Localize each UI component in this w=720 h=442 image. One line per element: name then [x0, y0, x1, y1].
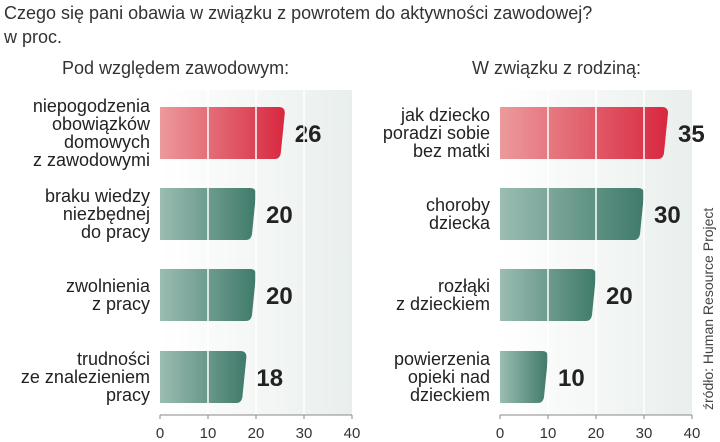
left-category-label-1: domowych [64, 132, 150, 152]
left-panel-title: Pod względem zawodowym: [62, 58, 290, 78]
right-value-label-1: 35 [678, 121, 705, 148]
right-tick-label-10: 10 [540, 425, 557, 442]
left-tick-label-0: 0 [156, 425, 164, 442]
left-tick-label-30: 30 [296, 425, 313, 442]
left-value-label-4: 18 [256, 365, 283, 392]
left-category-label-3: zwolnienia [66, 276, 151, 296]
right-category-label-2: choroby [426, 195, 490, 215]
left-category-label-2: braku wiedzy [45, 186, 150, 206]
right-category-label-1: poradzi sobie [383, 123, 490, 143]
left-category-label-4: pracy [106, 385, 150, 405]
left-tick-label-10: 10 [200, 425, 217, 442]
right-category-label-2: dziecka [429, 213, 491, 233]
left-category-label-1: obowiązków [52, 114, 151, 134]
left-tick-label-20: 20 [248, 425, 265, 442]
right-tick-label-0: 0 [496, 425, 504, 442]
right-category-label-3: z dzieckiem [396, 294, 490, 314]
chart-subtitle: w proc. [4, 27, 63, 47]
source-note: źródło: Human Resource Project [700, 207, 716, 410]
left-category-label-4: ze znalezieniem [21, 367, 150, 387]
left-value-label-2: 20 [266, 202, 293, 229]
left-category-label-2: do pracy [81, 222, 150, 242]
right-bar-1 [500, 107, 668, 159]
right-category-label-1: jak dziecko [400, 105, 490, 125]
right-tick-label-20: 20 [588, 425, 605, 442]
right-tick-label-40: 40 [684, 425, 701, 442]
right-category-label-4: dzieckiem [410, 385, 490, 405]
left-tick-label-40: 40 [344, 425, 361, 442]
left-bar-4 [160, 351, 247, 403]
left-bar-1 [160, 107, 285, 159]
left-category-label-4: trudności [77, 349, 150, 369]
left-value-label-1: 26 [295, 121, 322, 148]
left-category-label-2: niezbędnej [63, 204, 150, 224]
left-category-label-3: z pracy [92, 294, 150, 314]
left-value-label-3: 20 [266, 283, 293, 310]
left-category-label-1: z zawodowymi [33, 150, 150, 170]
right-category-label-4: powierzenia [394, 349, 491, 369]
right-category-label-1: bez matki [413, 141, 490, 161]
right-tick-label-30: 30 [636, 425, 653, 442]
right-value-label-4: 10 [558, 365, 585, 392]
chart-title: Czego się pani obawia w związku z powrot… [4, 3, 593, 23]
right-category-label-3: rozłąki [438, 276, 490, 296]
left-category-label-1: niepogodzenia [33, 96, 151, 116]
right-value-label-3: 20 [606, 283, 633, 310]
right-panel-title: W związku z rodziną: [472, 58, 642, 78]
right-value-label-2: 30 [654, 202, 681, 229]
right-category-label-4: opieki nad [408, 367, 490, 387]
right-bar-4 [500, 351, 548, 403]
right-bar-2 [500, 188, 644, 240]
